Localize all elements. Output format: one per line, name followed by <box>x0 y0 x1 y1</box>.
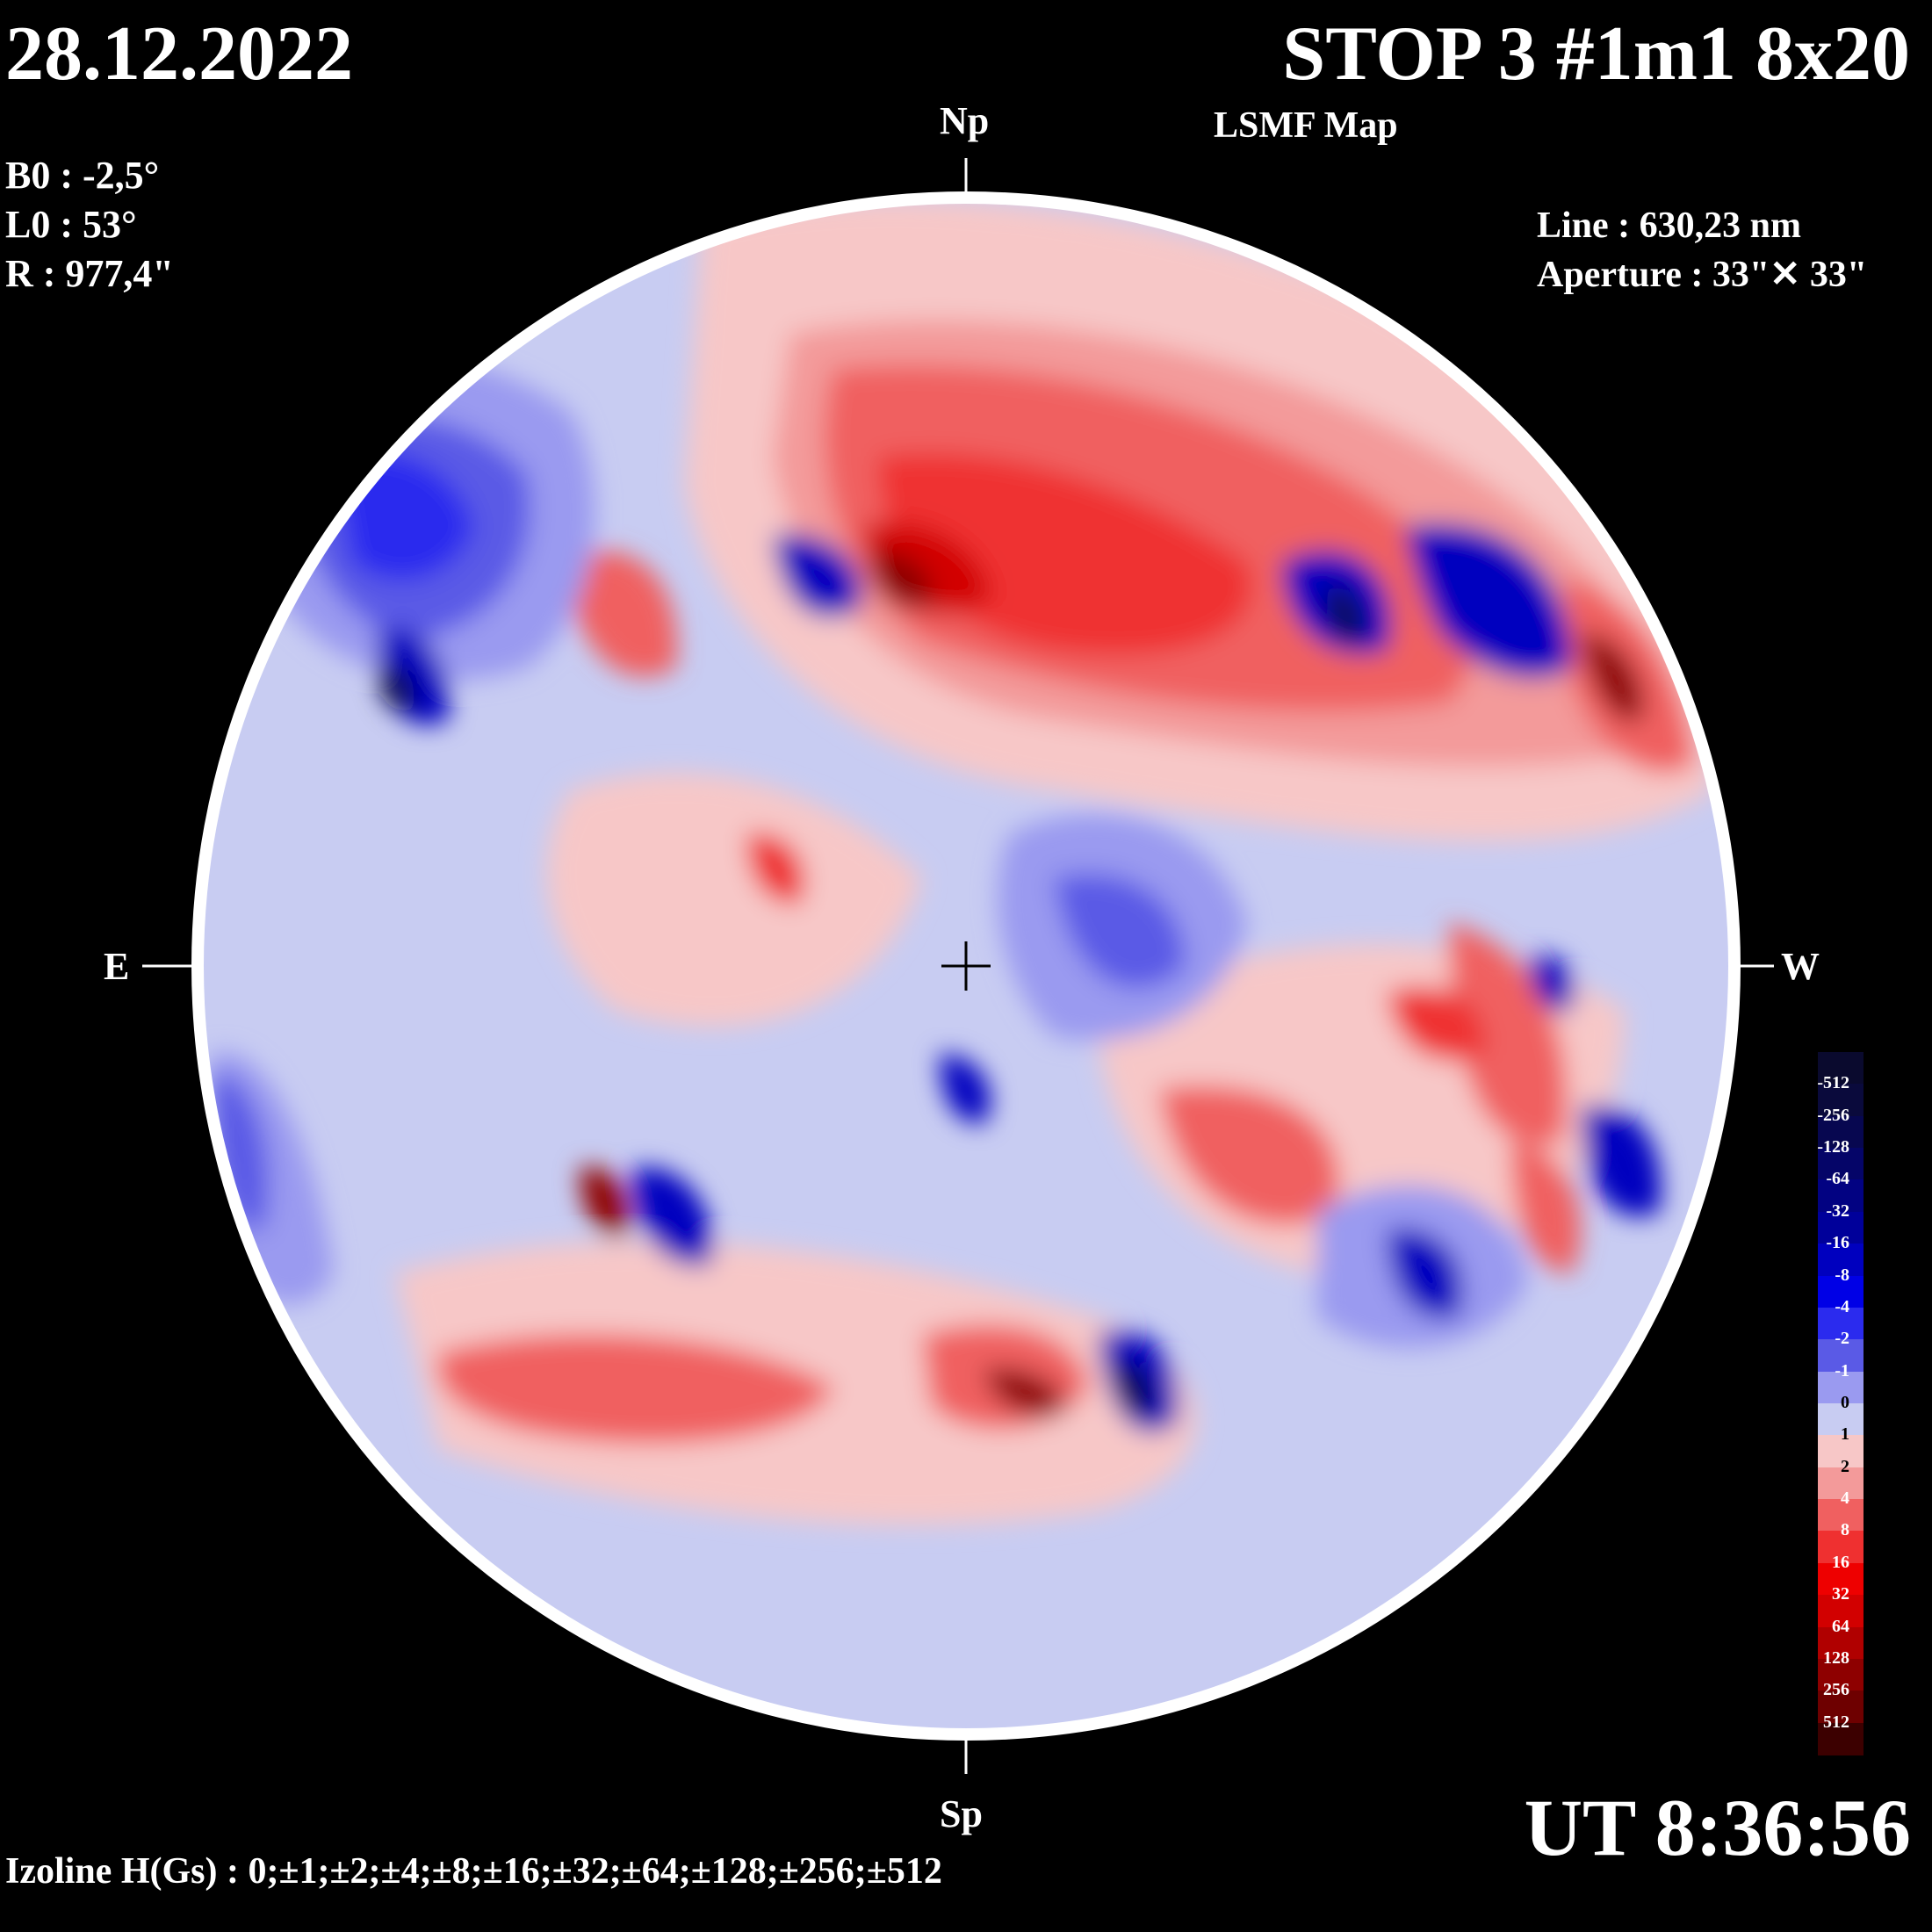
scale-label: -2 <box>1835 1329 1849 1349</box>
scale-swatch <box>1818 1275 1864 1308</box>
scale-label: 128 <box>1823 1647 1849 1668</box>
scale-swatch <box>1818 1626 1864 1660</box>
scale-label: -32 <box>1826 1200 1849 1221</box>
b0-parameter: B0 : -2,5° <box>5 154 160 197</box>
radius-parameter: R : 977,4" <box>5 252 174 295</box>
scale-label: 4 <box>1841 1489 1849 1509</box>
scale-swatch <box>1818 1562 1864 1597</box>
scale-label: 16 <box>1832 1552 1849 1572</box>
universal-time-label: UT 8:36:56 <box>1524 1783 1911 1872</box>
date-label: 28.12.2022 <box>5 11 353 97</box>
scale-swatch <box>1818 1403 1864 1437</box>
north-pole-label: Np <box>940 99 990 142</box>
scale-swatch <box>1818 1531 1864 1564</box>
scale-swatch <box>1818 1722 1864 1755</box>
east-label: E <box>104 945 130 988</box>
scale-swatch <box>1818 1435 1864 1468</box>
aperture-label: Aperture : 33"✕ 33" <box>1537 255 1868 295</box>
scale-label: 0 <box>1841 1393 1849 1412</box>
scale-swatch <box>1818 1244 1864 1277</box>
scale-swatch <box>1818 1371 1864 1404</box>
scale-swatch <box>1818 1595 1864 1628</box>
scale-label: -128 <box>1817 1137 1849 1157</box>
scale-label: -1 <box>1835 1360 1849 1381</box>
scale-label: 2 <box>1841 1456 1849 1476</box>
scale-swatch <box>1818 1307 1864 1341</box>
scale-label: 8 <box>1841 1520 1849 1540</box>
scale-swatch <box>1818 1211 1864 1245</box>
map-type-label: LSMF Map <box>1214 105 1398 146</box>
scale-label: 64 <box>1832 1616 1849 1636</box>
scale-swatch <box>1818 1658 1864 1692</box>
scale-label: -256 <box>1817 1105 1849 1125</box>
isoline-legend: Izoline H(Gs) : 0;±1;±2;±4;±8;±16;±32;±6… <box>5 1851 942 1892</box>
color-scale: -512 -256 -128 -64 -32 -16 -8 -4 -2 -1 0 1 2 4 8 16 32 64… <box>1817 1052 1864 1755</box>
scale-swatch <box>1818 1467 1864 1501</box>
scale-label: 1 <box>1841 1424 1849 1445</box>
scale-label: 512 <box>1823 1712 1849 1732</box>
scale-label: 256 <box>1823 1680 1849 1700</box>
scale-swatch <box>1818 1179 1864 1213</box>
scale-swatch <box>1818 1339 1864 1373</box>
scale-swatch <box>1818 1148 1864 1181</box>
scale-swatch <box>1818 1052 1864 1085</box>
scale-swatch <box>1818 1690 1864 1724</box>
scale-label: -8 <box>1835 1265 1849 1285</box>
scale-swatch <box>1818 1084 1864 1117</box>
scale-label: -4 <box>1835 1296 1849 1316</box>
south-pole-label: Sp <box>940 1792 983 1835</box>
scale-label: 32 <box>1832 1584 1849 1604</box>
spectral-line-label: Line : 630,23 nm <box>1537 205 1802 246</box>
l0-parameter: L0 : 53° <box>5 203 137 246</box>
scale-label: -64 <box>1826 1169 1849 1189</box>
scale-label: -16 <box>1826 1233 1849 1253</box>
observation-title: STOP 3 #1m1 8x20 <box>1282 11 1910 97</box>
scale-swatch <box>1818 1499 1864 1532</box>
west-label: W <box>1781 945 1820 988</box>
scale-swatch <box>1818 1115 1864 1150</box>
scale-label: -512 <box>1817 1073 1849 1093</box>
